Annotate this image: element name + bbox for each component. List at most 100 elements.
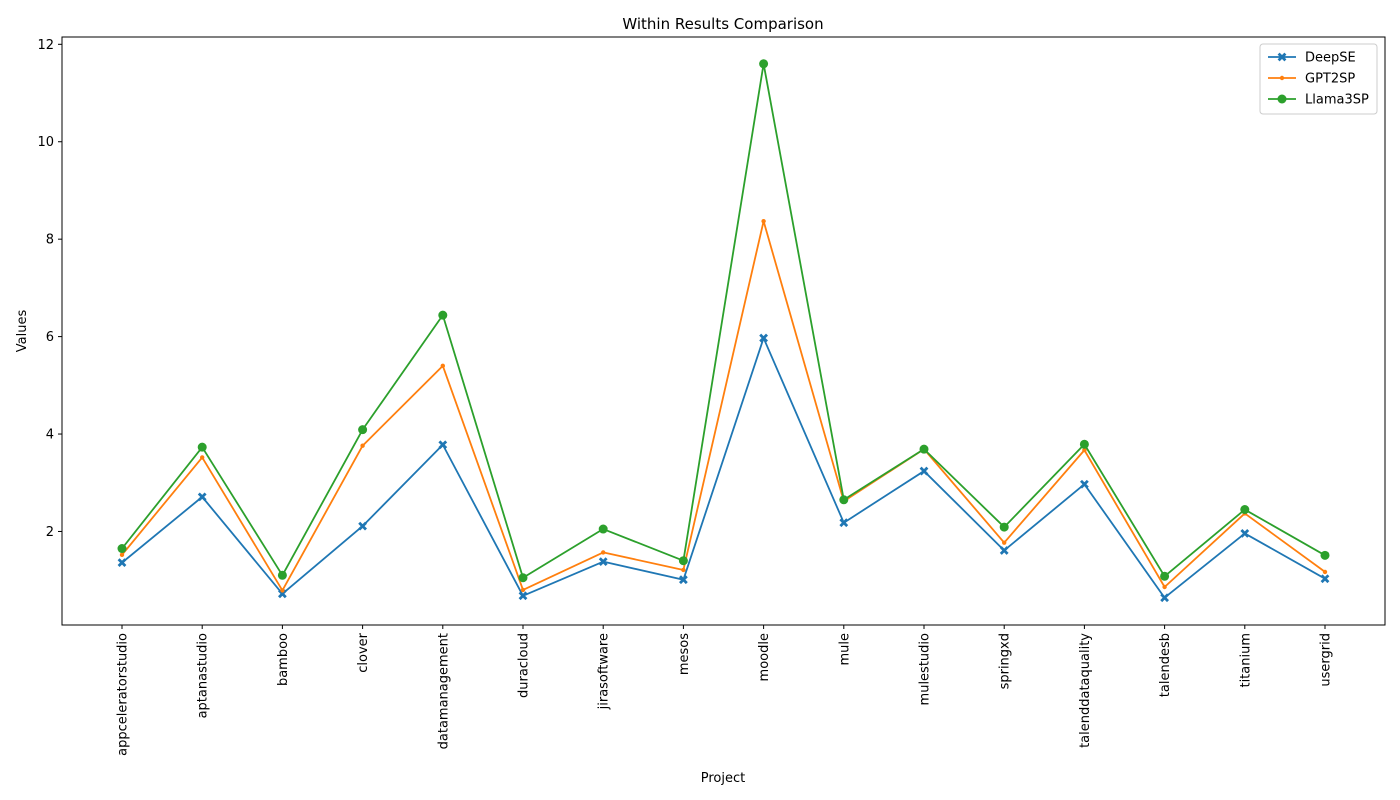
- data-point-gpt2sp: [1002, 540, 1007, 545]
- x-tick-label: moodle: [757, 633, 772, 681]
- series-deepse: [117, 333, 1330, 603]
- y-tick-label: 4: [46, 428, 54, 443]
- data-point-llama3sp: [1320, 550, 1330, 560]
- data-point-llama3sp: [1079, 439, 1089, 449]
- data-point-gpt2sp: [601, 550, 606, 555]
- legend-marker-deepse: [1277, 52, 1287, 62]
- data-point-deepse-stroke-b: [839, 518, 849, 528]
- data-point-llama3sp: [197, 442, 207, 452]
- y-axis-label: Values: [15, 310, 30, 353]
- series-line-deepse: [121, 337, 1326, 599]
- data-point-llama3sp: [277, 570, 287, 580]
- data-point-deepse: [197, 492, 207, 502]
- y-tick-label: 2: [46, 525, 54, 540]
- data-point-llama3sp: [1240, 505, 1250, 515]
- data-point-deepse: [438, 440, 448, 450]
- data-point-llama3sp: [759, 59, 769, 69]
- series-line-gpt2sp: [121, 220, 1326, 592]
- x-tick-label: aptanastudio: [196, 633, 211, 718]
- legend-marker-llama3sp: [1277, 94, 1287, 104]
- y-tick-label: 8: [46, 233, 54, 248]
- data-point-deepse-stroke-b: [598, 557, 608, 567]
- data-point-deepse-stroke-b: [358, 521, 367, 531]
- legend-entry-gpt2sp: GPT2SP: [1268, 72, 1355, 87]
- y-tick-label: 6: [46, 330, 54, 345]
- data-point-gpt2sp: [761, 218, 766, 224]
- data-point-deepse: [1320, 574, 1330, 584]
- x-axis: appceleratorstudio aptanastudio bamboo clov…: [116, 625, 1334, 756]
- x-tick-label: talenddataquality: [1078, 633, 1093, 748]
- legend-marker-deepse-stroke-b: [1277, 52, 1287, 62]
- data-point-deepse-stroke-b: [1320, 574, 1330, 584]
- legend-entry-deepse: DeepSE: [1268, 51, 1356, 66]
- x-tick-label: mule: [837, 633, 852, 666]
- data-point-deepse: [1160, 593, 1169, 603]
- data-point-deepse: [1240, 529, 1250, 538]
- y-tick-label: 10: [37, 135, 54, 150]
- data-point-deepse-stroke-b: [1080, 479, 1089, 489]
- y-axis: 2 4 6 8 10 12: [37, 38, 62, 540]
- x-tick-label: bamboo: [276, 633, 291, 686]
- series-gpt2sp: [119, 218, 1328, 593]
- legend-label-deepse: DeepSE: [1305, 51, 1356, 66]
- data-point-deepse: [759, 333, 768, 343]
- data-point-deepse: [679, 575, 688, 585]
- chart-title: Within Results Comparison: [622, 15, 823, 33]
- data-point-deepse: [598, 557, 608, 567]
- x-tick-label: datamanagement: [436, 633, 451, 749]
- legend-label-llama3sp: Llama3SP: [1305, 93, 1369, 108]
- data-point-deepse-stroke-b: [117, 558, 127, 568]
- data-point-llama3sp: [117, 544, 127, 554]
- legend-marker-gpt2sp: [1279, 75, 1285, 81]
- data-point-llama3sp: [518, 573, 528, 583]
- x-tick-label: titanium: [1238, 633, 1253, 688]
- data-point-deepse: [999, 546, 1009, 555]
- data-point-llama3sp: [438, 310, 448, 320]
- data-point-gpt2sp: [119, 552, 125, 558]
- data-point-gpt2sp: [1082, 447, 1087, 453]
- data-point-llama3sp: [678, 556, 688, 566]
- x-tick-label: mesos: [677, 633, 692, 675]
- data-point-gpt2sp: [280, 588, 285, 593]
- data-point-deepse: [839, 518, 849, 528]
- plot-frame: [61, 36, 1386, 626]
- data-point-deepse: [278, 589, 287, 599]
- series-layer: [117, 59, 1330, 603]
- legend-label-gpt2sp: GPT2SP: [1305, 72, 1355, 87]
- data-point-deepse-stroke-b: [518, 591, 528, 601]
- data-point-deepse-stroke-b: [919, 466, 929, 476]
- x-axis-label: Project: [701, 771, 745, 786]
- data-point-gpt2sp: [440, 363, 445, 369]
- x-tick-label: mulestudio: [918, 633, 933, 705]
- x-tick-label: usergrid: [1319, 633, 1334, 687]
- data-point-deepse: [518, 591, 528, 601]
- data-point-gpt2sp: [1162, 584, 1167, 590]
- data-point-llama3sp: [358, 425, 368, 435]
- data-point-deepse-stroke-b: [1160, 593, 1169, 603]
- data-point-deepse-stroke-b: [197, 492, 207, 502]
- data-point-deepse-stroke-b: [1240, 529, 1250, 538]
- data-point-gpt2sp: [200, 455, 205, 460]
- data-point-deepse-stroke-b: [999, 546, 1009, 555]
- series-line-llama3sp: [121, 62, 1326, 579]
- legend: DeepSE GPT2SP Llama3SP: [1259, 43, 1378, 115]
- data-point-deepse-stroke-b: [759, 333, 768, 343]
- x-tick-label: appceleratorstudio: [116, 633, 131, 756]
- y-tick-label: 12: [37, 38, 54, 53]
- series-llama3sp: [117, 59, 1330, 583]
- data-point-deepse: [919, 466, 929, 476]
- data-point-llama3sp: [598, 524, 608, 534]
- x-tick-label: springxd: [998, 633, 1013, 689]
- data-point-gpt2sp: [1322, 569, 1328, 575]
- data-point-gpt2sp: [520, 587, 526, 593]
- x-tick-label: clover: [356, 632, 371, 672]
- data-point-gpt2sp: [681, 567, 686, 573]
- data-point-llama3sp: [839, 495, 849, 505]
- data-point-llama3sp: [999, 522, 1009, 532]
- data-point-deepse: [358, 521, 367, 531]
- x-tick-label: jirasoftware: [597, 633, 612, 710]
- data-point-deepse-stroke-b: [278, 589, 287, 599]
- data-point-deepse-stroke-b: [679, 575, 688, 585]
- data-point-deepse-stroke-b: [438, 440, 448, 450]
